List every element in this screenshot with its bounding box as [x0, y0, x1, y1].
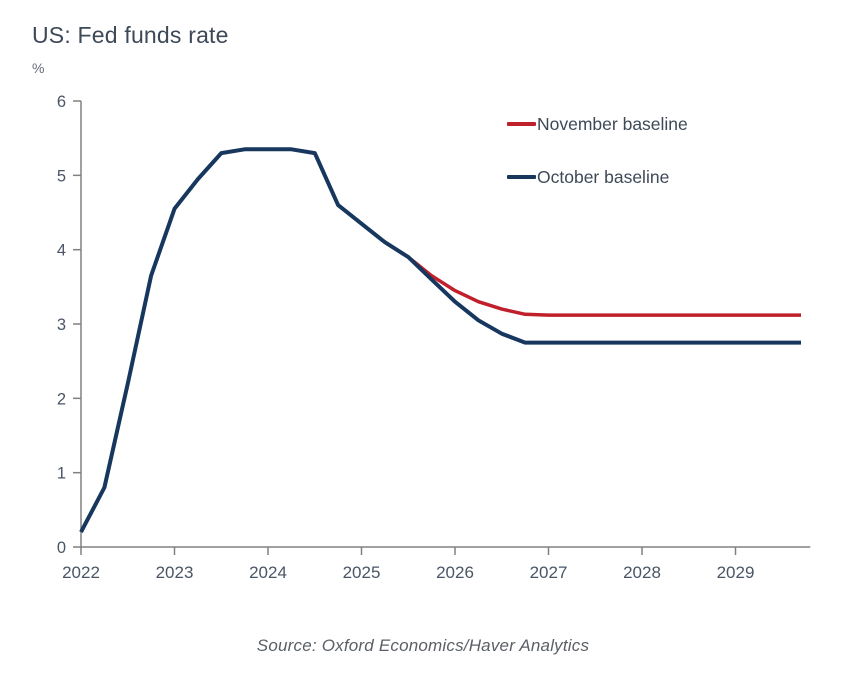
y-tick-label: 0 [57, 539, 66, 557]
chart-plot-area: 0 1 2 3 4 5 6 2022 2023 2024 2025 2026 2027 2028 2029 [57, 93, 811, 582]
x-tick-label: 2026 [436, 563, 474, 582]
legend-label: October baseline [537, 166, 670, 187]
x-tick-label: 2028 [623, 563, 661, 582]
source-attribution: Source: Oxford Economics/Haver Analytics [256, 636, 590, 655]
y-tick-label: 4 [57, 242, 66, 260]
x-tick-label: 2025 [343, 563, 381, 582]
x-tick-label: 2023 [156, 563, 194, 582]
y-tick-label: 6 [57, 93, 66, 111]
y-axis-unit-label: % [32, 60, 45, 76]
x-tick-label: 2027 [530, 563, 568, 582]
x-tick-label: 2029 [717, 563, 755, 582]
legend-label: November baseline [537, 113, 688, 134]
y-tick-label: 2 [57, 390, 66, 408]
october-line-marker-icon [507, 175, 536, 179]
x-tick-label: 2024 [249, 563, 287, 582]
legend-item-november-baseline: November baseline [507, 112, 688, 136]
november-line-marker-icon [507, 122, 536, 126]
series-line-october-baseline [79, 147, 801, 534]
series-line-november-baseline [407, 255, 801, 317]
y-tick-label: 1 [57, 465, 66, 483]
y-tick-label: 3 [57, 316, 66, 334]
x-tick-label: 2022 [62, 563, 100, 582]
y-tick-label: 5 [57, 167, 66, 185]
chart-title: US: Fed funds rate [32, 22, 229, 48]
legend-item-october-baseline: October baseline [507, 165, 688, 189]
chart-legend: November baseline October baseline [507, 112, 688, 189]
